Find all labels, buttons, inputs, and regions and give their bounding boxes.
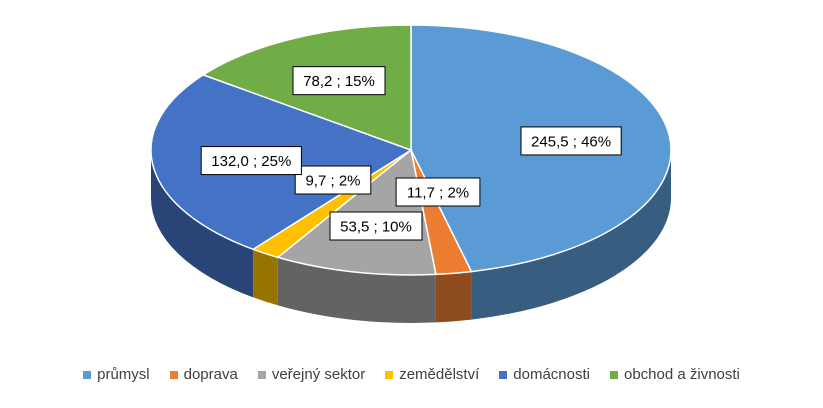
pie-chart: 245,5 ; 46% 11,7 ; 2% 53,5 ; 10% 9,7 ; 2% 13… <box>150 24 672 324</box>
slice-side-0 <box>471 150 671 320</box>
data-label-text-2: 53,5 ; 10% <box>340 219 412 236</box>
data-label-5: 78,2 ; 15% <box>292 66 386 96</box>
data-label-0: 245,5 ; 46% <box>520 126 622 156</box>
slice-side-4 <box>151 150 254 298</box>
slice-side-3 <box>253 249 278 306</box>
legend-label: obchod a živnosti <box>623 366 740 383</box>
data-label-text-5: 78,2 ; 15% <box>303 73 375 90</box>
legend-item-4: domácnosti <box>499 366 590 383</box>
data-label-2: 53,5 ; 10% <box>329 211 423 241</box>
legend-label: domácnosti <box>513 366 590 383</box>
data-label-text-0: 245,5 ; 46% <box>531 133 611 150</box>
legend-swatch <box>499 370 508 379</box>
data-label-text-3: 9,7 ; 2% <box>305 173 360 190</box>
legend-swatch <box>609 370 618 379</box>
data-label-3: 9,7 ; 2% <box>294 165 372 195</box>
data-label-text-4: 132,0 ; 25% <box>211 153 291 170</box>
legend-item-2: veřejný sektor <box>257 366 366 383</box>
data-label-1: 11,7 ; 2% <box>395 177 481 207</box>
legend-item-5: obchod a živnosti <box>609 366 740 383</box>
legend-label: veřejný sektor <box>271 366 366 383</box>
data-label-4: 132,0 ; 25% <box>200 146 302 176</box>
legend-item-3: zemědělství <box>385 366 479 383</box>
legend: průmysl doprava veřejný sektor zemědělství d… <box>0 366 823 383</box>
legend-swatch <box>385 370 394 379</box>
legend-label: zemědělství <box>399 366 480 383</box>
legend-swatch <box>257 370 266 379</box>
legend-item-1: doprava <box>169 366 238 383</box>
legend-swatch <box>169 370 178 379</box>
legend-label: doprava <box>183 366 238 383</box>
data-labels: 245,5 ; 46% 11,7 ; 2% 53,5 ; 10% 9,7 ; 2% 13… <box>200 66 622 241</box>
slice-side-1 <box>435 271 472 323</box>
slice-side-2 <box>277 257 436 324</box>
legend-swatch <box>83 370 92 379</box>
pie-sides <box>151 150 671 324</box>
data-label-text-1: 11,7 ; 2% <box>407 185 469 202</box>
legend-label: průmysl <box>97 366 150 383</box>
legend-item-0: průmysl <box>83 366 150 383</box>
